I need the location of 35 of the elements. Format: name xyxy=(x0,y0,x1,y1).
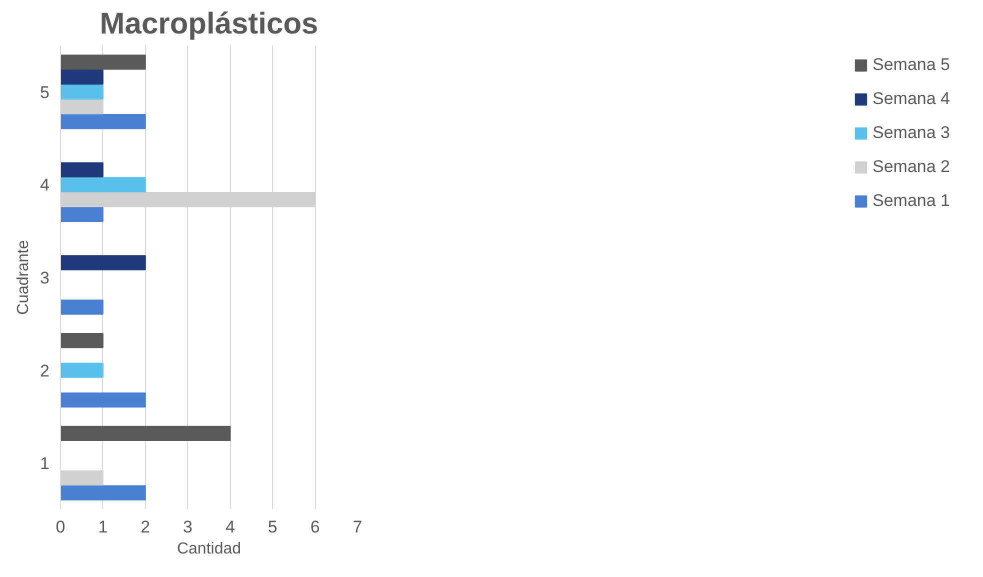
x-tick-label: 5 xyxy=(268,518,278,536)
legend-label: Semana 5 xyxy=(872,55,950,75)
x-tick-label: 4 xyxy=(225,518,235,536)
x-tick-label: 0 xyxy=(56,518,66,536)
bar xyxy=(60,255,146,270)
y-tick-label: 3 xyxy=(40,268,50,288)
x-axis-title: Cantidad xyxy=(176,540,242,558)
bar xyxy=(60,206,104,222)
legend-label: Semana 1 xyxy=(872,191,950,211)
bar xyxy=(60,162,104,178)
y-tick-label: 1 xyxy=(40,454,50,474)
bar xyxy=(60,84,104,100)
legend-label: Semana 4 xyxy=(872,89,950,109)
x-tick-label: 3 xyxy=(183,518,193,536)
bar xyxy=(60,333,104,348)
y-axis-title: Cuadrante xyxy=(15,240,32,315)
bar xyxy=(60,114,146,130)
y-tick-label: 4 xyxy=(40,176,50,195)
x-tick-label: 1 xyxy=(98,518,108,536)
bar xyxy=(60,300,104,315)
x-tick-label: 7 xyxy=(352,518,362,536)
bar xyxy=(60,426,231,441)
legend-label: Semana 3 xyxy=(872,123,950,143)
bar xyxy=(60,392,146,408)
legend-label: Semana 2 xyxy=(872,157,950,177)
bar xyxy=(60,177,146,192)
bar xyxy=(60,485,146,500)
chart-title: Macroplásticos xyxy=(100,8,318,40)
y-tick-label: 2 xyxy=(40,361,50,380)
x-tick-label: 2 xyxy=(140,518,150,536)
bar xyxy=(60,362,104,378)
y-tick-label: 5 xyxy=(40,82,50,102)
bar xyxy=(60,70,104,85)
bar xyxy=(60,54,146,70)
x-tick-label: 6 xyxy=(310,518,320,536)
